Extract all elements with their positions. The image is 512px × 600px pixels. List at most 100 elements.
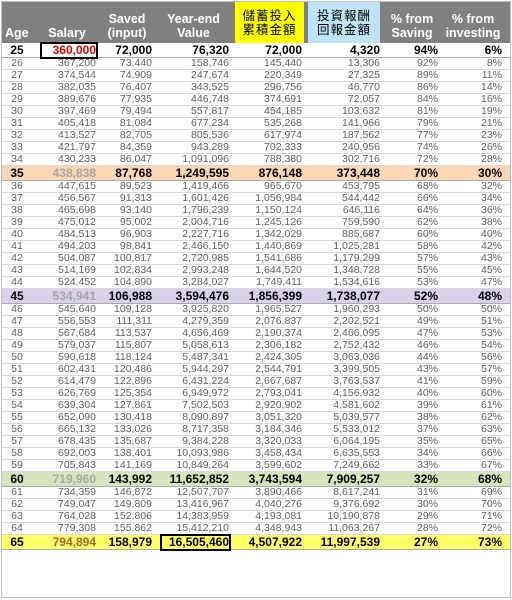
- cell-year-end-value: 2,720,985: [182, 252, 229, 264]
- cell-savings-cumulative: 2,793,041: [255, 387, 302, 399]
- cell-age: 32: [11, 129, 23, 141]
- cell-age: 29: [11, 93, 23, 105]
- cell-pct-from-saving: 79%: [416, 117, 438, 129]
- header-salary: Salary: [35, 2, 99, 43]
- cell-year-end-value: 6,431,224: [182, 375, 229, 387]
- header-line: % from: [451, 12, 495, 26]
- cell-savings-cumulative: 617,974: [264, 129, 302, 141]
- cell-investment-return: 187,562: [342, 129, 380, 141]
- cell-investment-return: 5,533,012: [333, 423, 380, 435]
- header-pct-from-investing: % from investing: [441, 2, 505, 43]
- cell-pct-from-saving: 28%: [416, 522, 438, 534]
- cell-age: 52: [11, 375, 23, 387]
- header-line: Year-end: [167, 12, 220, 26]
- cell-saved: 146,872: [114, 486, 152, 498]
- cell-salary: 614,479: [58, 375, 96, 387]
- table-row: 48 567,684 113,537 4,656,469 2,190,374 2,466,…: [2, 328, 510, 340]
- header-line: 累積金額: [242, 22, 297, 37]
- cell-saved: 95,002: [119, 216, 152, 228]
- cell-year-end-value: 2,993,248: [182, 264, 229, 276]
- cell-year-end-value: 4,656,469: [182, 327, 229, 339]
- cell-age: 61: [11, 486, 23, 498]
- cell-pct-from-saving: 38%: [416, 411, 438, 423]
- cell-age: 50: [11, 351, 23, 363]
- table-row: 38 465,698 93,140 1,796,239 1,150,124 646,116…: [2, 205, 510, 217]
- header-age: Age: [2, 2, 35, 43]
- cell-saved: 111,311: [116, 315, 152, 327]
- cell-age: 31: [11, 117, 23, 129]
- cell-pct-from-investing: 11%: [481, 69, 502, 81]
- cell-pct-from-saving: 89%: [416, 69, 438, 81]
- cell-savings-cumulative: 788,380: [264, 153, 302, 165]
- cell-pct-from-investing: 63%: [480, 423, 502, 435]
- cell-salary: 556,553: [58, 315, 96, 327]
- cell-pct-from-investing: 21%: [480, 117, 502, 129]
- cell-savings-cumulative: 2,424,305: [255, 351, 302, 363]
- cell-year-end-value: 1,091,096: [182, 153, 229, 165]
- table-row: 31 405,418 81,084 677,234 535,268 141,966 79% 2…: [2, 118, 510, 130]
- cell-investment-return: 1,348,728: [333, 264, 380, 276]
- cell-savings-cumulative: 4,193,081: [255, 510, 302, 522]
- header-line: (input): [107, 26, 147, 40]
- cell-pct-from-saving: 84%: [416, 93, 438, 105]
- cell-salary: 524,452: [58, 276, 96, 288]
- cell-pct-from-saving: 60%: [416, 228, 438, 240]
- header-line: Value: [177, 26, 210, 40]
- cell-salary: 652,090: [58, 411, 96, 423]
- cell-savings-cumulative: 965,670: [264, 180, 302, 192]
- cell-pct-from-saving: 94%: [413, 43, 438, 57]
- table-row: 52 614,479 122,896 6,431,224 2,667,687 3,763,…: [2, 376, 510, 388]
- cell-savings-cumulative: 1,541,686: [255, 252, 302, 264]
- cell-saved: 125,354: [114, 387, 152, 399]
- cell-age: 64: [11, 522, 23, 534]
- cell-salary: 465,698: [58, 204, 96, 216]
- cell-pct-from-saving: 41%: [416, 375, 438, 387]
- cell-pct-from-saving: 27%: [413, 535, 438, 549]
- cell-pct-from-saving: 86%: [416, 81, 438, 93]
- cell-pct-from-investing: 59%: [480, 375, 502, 387]
- cell-age: 43: [11, 264, 23, 276]
- cell-saved: 155,862: [114, 522, 152, 534]
- cell-savings-cumulative: 1,749,411: [256, 276, 302, 288]
- cell-pct-from-saving: 81%: [416, 105, 438, 117]
- cell-year-end-value: 5,487,341: [182, 351, 229, 363]
- cell-year-end-value: 16,505,460: [168, 535, 229, 549]
- cell-saved: 106,988: [108, 289, 152, 303]
- cell-year-end-value: 7,502,503: [182, 399, 229, 411]
- cell-pct-from-investing: 54%: [480, 339, 502, 351]
- cell-year-end-value: 8,717,358: [182, 423, 229, 435]
- cell-pct-from-investing: 19%: [480, 105, 502, 117]
- cell-salary: 665,132: [58, 423, 96, 435]
- cell-savings-cumulative: 220,349: [264, 69, 302, 81]
- cell-pct-from-investing: 23%: [480, 129, 502, 141]
- cell-pct-from-investing: 40%: [480, 228, 502, 240]
- table-row: 47 556,553 111,311 4,279,359 2,076,837 2,202,…: [2, 316, 510, 328]
- cell-savings-cumulative: 4,348,943: [255, 522, 302, 534]
- cell-savings-cumulative: 2,076,837: [255, 315, 302, 327]
- cell-year-end-value: 343,525: [191, 81, 229, 93]
- cell-saved: 77,935: [119, 93, 152, 105]
- cell-pct-from-investing: 32%: [480, 180, 502, 192]
- cell-saved: 79,494: [119, 105, 152, 117]
- cell-investment-return: 453,795: [342, 180, 380, 192]
- cell-investment-return: 11,997,539: [320, 535, 380, 549]
- cell-investment-return: 6,064,195: [333, 435, 380, 447]
- cell-pct-from-saving: 46%: [416, 339, 438, 351]
- cell-age: 33: [11, 141, 23, 153]
- cell-pct-from-saving: 50%: [416, 303, 438, 315]
- cell-pct-from-investing: 50%: [480, 303, 502, 315]
- cell-pct-from-investing: 65%: [480, 435, 502, 447]
- cell-pct-from-investing: 6%: [484, 43, 502, 57]
- cell-investment-return: 302,716: [342, 153, 380, 165]
- cell-year-end-value: 13,416,967: [176, 498, 229, 510]
- cell-salary: 397,469: [58, 105, 96, 117]
- header-savings-cumulative: 儲蓄投入 累積金額: [235, 2, 304, 43]
- cell-pct-from-investing: 67%: [480, 459, 502, 471]
- cell-pct-from-investing: 56%: [480, 351, 502, 363]
- table-row: 50 590,618 118,124 5,487,341 2,424,305 3,063,…: [2, 352, 510, 364]
- cell-pct-from-investing: 26%: [480, 141, 502, 153]
- cell-investment-return: 1,960,293: [333, 303, 380, 315]
- cell-year-end-value: 5,944,297: [182, 363, 229, 375]
- cell-year-end-value: 15,412,210: [176, 522, 229, 534]
- header-pct-from-saving: % from Saving: [383, 2, 441, 43]
